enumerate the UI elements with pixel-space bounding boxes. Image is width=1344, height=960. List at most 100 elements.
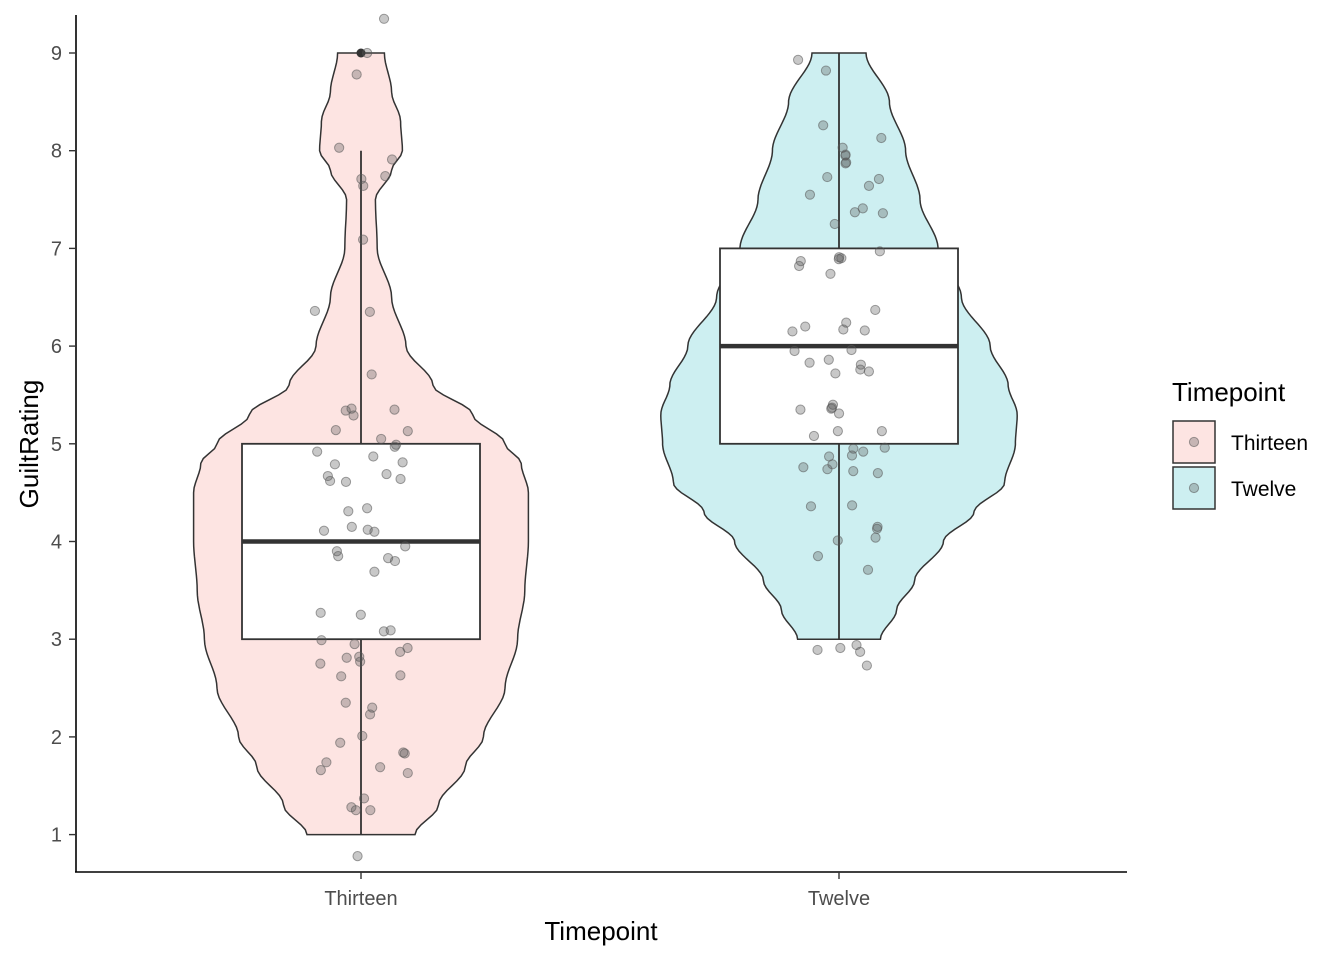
data-point [822, 464, 833, 475]
data-point [395, 670, 406, 681]
data-point [795, 404, 806, 415]
data-point [315, 765, 326, 776]
data-point [792, 54, 804, 65]
data-point [874, 246, 885, 257]
data-point [862, 564, 874, 575]
data-point [833, 408, 845, 419]
data-point [857, 203, 868, 214]
data-point [833, 254, 844, 265]
data-point [823, 354, 834, 365]
data-point [804, 357, 815, 368]
data-point [822, 171, 833, 183]
data-point [871, 523, 883, 534]
y-tick-label: 4 [51, 532, 62, 554]
data-point [340, 697, 351, 708]
legend-key-thirteen [1172, 420, 1216, 464]
data-point [846, 344, 857, 356]
y-tick-label: 2 [51, 727, 62, 749]
data-point [400, 541, 411, 552]
data-point [838, 324, 849, 335]
data-point [825, 268, 836, 279]
data-point [340, 405, 351, 416]
data-point [309, 305, 321, 317]
data-point [329, 459, 341, 470]
data-point [365, 805, 376, 816]
data-point [849, 207, 860, 218]
data-point [835, 642, 846, 654]
data-point [399, 748, 410, 759]
data-point [340, 476, 352, 488]
legend-key-twelve [1172, 466, 1216, 510]
data-point [873, 173, 885, 185]
data-point [355, 656, 366, 667]
data-point [369, 566, 380, 577]
data-point [312, 446, 323, 457]
axes: 1 2 3 4 5 6 7 8 9 Thirteen Twelve [51, 15, 1127, 910]
legend-label: Twelve [1231, 478, 1296, 501]
y-tick-label: 8 [51, 141, 62, 163]
data-point [386, 154, 398, 165]
data-point [402, 425, 413, 437]
data-point [330, 425, 341, 436]
data-point [333, 551, 344, 562]
data-point [352, 850, 363, 862]
data-point [870, 532, 881, 543]
data-point [826, 403, 837, 414]
data-point [859, 325, 870, 336]
legend-label: Thirteen [1231, 432, 1308, 455]
data-point [348, 410, 359, 421]
data-point [402, 767, 413, 779]
data-point [321, 757, 332, 768]
data-point [829, 218, 840, 230]
data-point [830, 368, 841, 379]
data-point [362, 503, 373, 514]
data-point [395, 646, 406, 658]
data-point [848, 466, 859, 477]
data-point [855, 646, 866, 658]
data-point [350, 805, 362, 816]
data-point [380, 171, 391, 182]
y-tick-label: 6 [51, 336, 62, 358]
data-point [358, 180, 369, 191]
data-point [343, 506, 354, 517]
data-point [355, 609, 366, 620]
data-point [870, 304, 881, 316]
data-point [369, 526, 380, 537]
data-point [334, 142, 345, 153]
data-point [876, 132, 887, 144]
data-point [336, 671, 347, 682]
legend-title: Timepoint [1172, 377, 1286, 407]
data-point [357, 730, 368, 742]
x-axis-title: Timepoint [544, 916, 658, 946]
data-point [789, 345, 800, 357]
data-point [879, 442, 890, 453]
legend: Timepoint Thirteen Twelve [1172, 377, 1308, 510]
y-tick-label: 1 [51, 825, 62, 847]
data-point [341, 652, 352, 663]
data-point [812, 644, 823, 656]
data-point [877, 208, 888, 219]
data-point [800, 321, 811, 332]
data-point [351, 69, 362, 80]
data-point [358, 793, 370, 804]
data-point [846, 450, 858, 461]
data-point [357, 234, 369, 245]
data-point [794, 260, 805, 272]
data-point [362, 47, 373, 59]
data-point [863, 180, 875, 191]
data-point [335, 737, 346, 748]
data-point [847, 500, 858, 511]
y-axis-title: GuiltRating [14, 380, 44, 509]
y-tick-label: 3 [51, 629, 62, 651]
data-point [389, 555, 401, 567]
data-point [855, 364, 866, 375]
data-point [876, 425, 887, 437]
data-point [322, 470, 333, 482]
data-point [861, 660, 872, 671]
data-point [316, 635, 327, 646]
data-point [872, 468, 883, 479]
data-point [364, 306, 375, 318]
data-point [804, 189, 816, 200]
data-point [368, 451, 379, 462]
legend-key-point [1188, 436, 1200, 448]
